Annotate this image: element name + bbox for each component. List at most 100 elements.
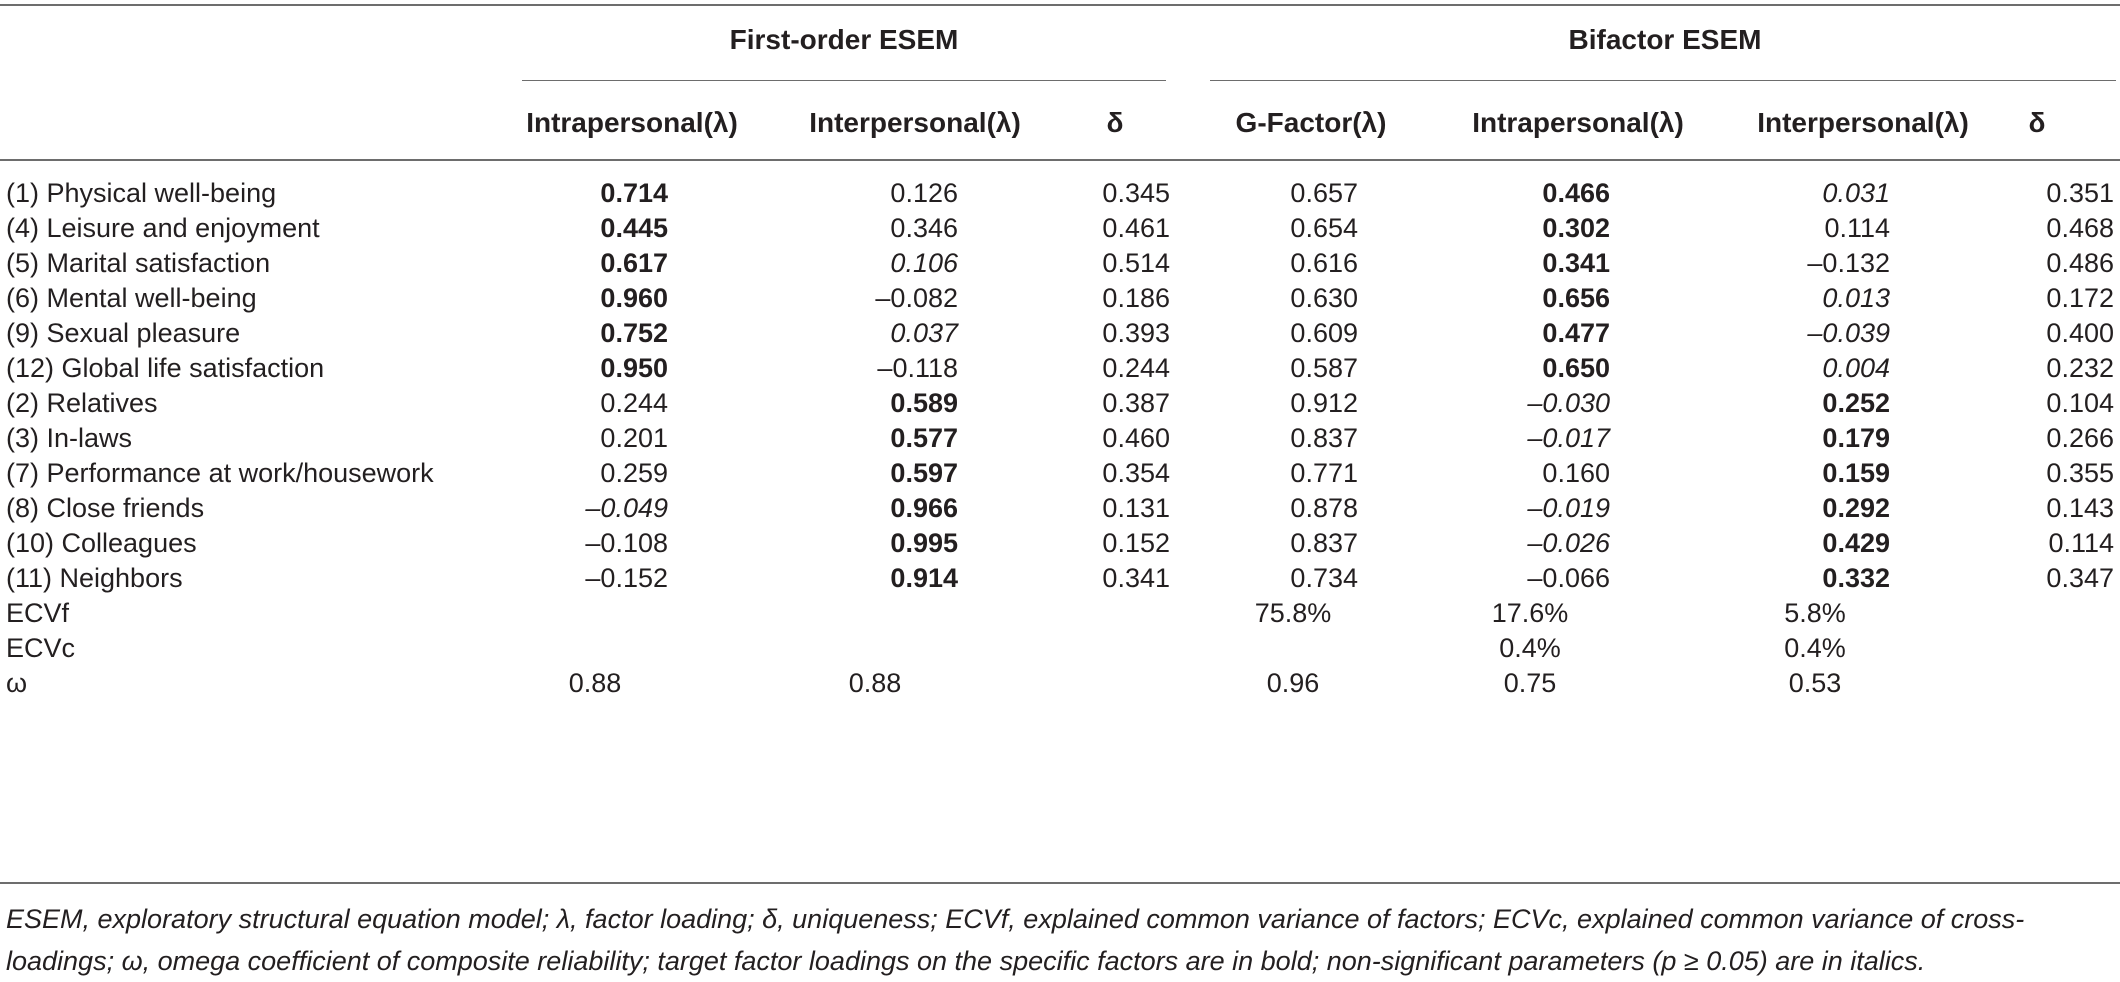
table-cell-fo-delta: 0.514 xyxy=(1102,248,1170,278)
table-cell-bf-inter: 0.332 xyxy=(1822,563,1890,593)
table-cell-fo-intra: 0.617 xyxy=(600,248,668,278)
table-cell-bf-g: 0.616 xyxy=(1290,248,1358,278)
table-cell-bf-delta: 0.232 xyxy=(2046,353,2114,383)
row-label: ω xyxy=(6,668,28,698)
table-cell-fo-inter: 0.88 xyxy=(848,668,902,698)
row-label: ECVf xyxy=(6,598,70,628)
table-cell-fo-intra: 0.259 xyxy=(600,458,668,488)
row-label: (1) Physical well-being xyxy=(6,178,277,208)
table-cell-bf-g: 0.96 xyxy=(1266,668,1320,698)
header-rule xyxy=(0,159,2120,161)
table-cell-bf-intra: 0.302 xyxy=(1542,213,1610,243)
table-cell-bf-inter: 0.004 xyxy=(1822,353,1890,383)
table-cell-bf-delta: 0.400 xyxy=(2046,318,2114,348)
table-cell-fo-delta: 0.393 xyxy=(1102,318,1170,348)
table-cell-bf-inter: 5.8% xyxy=(1784,598,1846,628)
table-cell-bf-intra: –0.026 xyxy=(1527,528,1610,558)
row-label: (7) Performance at work/housework xyxy=(6,458,434,488)
table-cell-bf-inter: 0.429 xyxy=(1822,528,1890,558)
table-cell-bf-inter: 0.252 xyxy=(1822,388,1890,418)
table-cell-fo-intra: –0.152 xyxy=(585,563,668,593)
row-label: (10) Colleagues xyxy=(6,528,197,558)
table-cell-bf-intra: 0.4% xyxy=(1499,633,1561,663)
col-header-bf-intrapersonal: Intrapersonal(λ) xyxy=(1472,107,1684,138)
table-cell-fo-delta: 0.186 xyxy=(1102,283,1170,313)
table-cell-fo-delta: 0.354 xyxy=(1102,458,1170,488)
table-cell-fo-delta: 0.460 xyxy=(1102,423,1170,453)
group-rule-first-order xyxy=(522,80,1166,81)
table-cell-bf-delta: 0.468 xyxy=(2046,213,2114,243)
table-cell-fo-delta: 0.341 xyxy=(1102,563,1170,593)
col-header-fo-interpersonal: Interpersonal(λ) xyxy=(809,107,1021,138)
table-cell-bf-g: 0.609 xyxy=(1290,318,1358,348)
table-cell-bf-g: 75.8% xyxy=(1254,598,1332,628)
table-cell-bf-delta: 0.486 xyxy=(2046,248,2114,278)
table-cell-fo-delta: 0.461 xyxy=(1102,213,1170,243)
table-cell-bf-inter: 0.179 xyxy=(1822,423,1890,453)
table-cell-fo-intra: –0.108 xyxy=(585,528,668,558)
group-header-bifactor: Bifactor ESEM xyxy=(1568,24,1762,55)
table-cell-fo-intra: 0.960 xyxy=(600,283,668,313)
table-cell-bf-inter: 0.013 xyxy=(1822,283,1890,313)
row-label: (6) Mental well-being xyxy=(6,283,257,313)
row-label: (9) Sexual pleasure xyxy=(6,318,241,348)
table-cell-bf-g: 0.654 xyxy=(1290,213,1358,243)
table-cell-fo-inter: –0.118 xyxy=(877,353,958,383)
table-cell-fo-inter: 0.106 xyxy=(890,248,958,278)
table-cell-bf-g: 0.878 xyxy=(1290,493,1358,523)
table-cell-bf-intra: 0.75 xyxy=(1503,668,1557,698)
table-cell-fo-delta: 0.131 xyxy=(1102,493,1170,523)
table-cell-fo-inter: –0.082 xyxy=(875,283,958,313)
table-cell-bf-g: 0.734 xyxy=(1290,563,1358,593)
table-cell-fo-intra: 0.201 xyxy=(600,423,668,453)
table-cell-bf-intra: 0.650 xyxy=(1542,353,1610,383)
col-header-bf-gfactor: G-Factor(λ) xyxy=(1235,107,1387,138)
table-cell-bf-g: 0.587 xyxy=(1290,353,1358,383)
table-cell-bf-intra: –0.066 xyxy=(1527,563,1610,593)
table-cell-fo-inter: 0.966 xyxy=(890,493,958,523)
table-cell-fo-inter: 0.995 xyxy=(890,528,958,558)
table-cell-bf-g: 0.837 xyxy=(1290,528,1358,558)
table-cell-fo-intra: 0.752 xyxy=(600,318,668,348)
table-cell-fo-intra: 0.445 xyxy=(600,213,668,243)
table-cell-bf-intra: 0.466 xyxy=(1542,178,1610,208)
row-label: (4) Leisure and enjoyment xyxy=(6,213,320,243)
table-cell-bf-g: 0.912 xyxy=(1290,388,1358,418)
table-cell-bf-g: 0.771 xyxy=(1290,458,1358,488)
table-cell-fo-delta: 0.152 xyxy=(1102,528,1170,558)
table-cell-bf-intra: 0.656 xyxy=(1542,283,1610,313)
table-cell-bf-inter: 0.292 xyxy=(1822,493,1890,523)
group-header-first-order: First-order ESEM xyxy=(729,24,959,55)
table-cell-fo-intra: 0.244 xyxy=(600,388,668,418)
row-label: (5) Marital satisfaction xyxy=(6,248,271,278)
table-cell-bf-g: 0.630 xyxy=(1290,283,1358,313)
row-label: (12) Global life satisfaction xyxy=(6,353,325,383)
row-label: (11) Neighbors xyxy=(6,563,183,593)
table-cell-fo-delta: 0.345 xyxy=(1102,178,1170,208)
table-cell-bf-delta: 0.347 xyxy=(2046,563,2114,593)
table-cell-bf-intra: 17.6% xyxy=(1491,598,1569,628)
table-cell-fo-intra: –0.049 xyxy=(585,493,668,523)
table-cell-bf-intra: –0.017 xyxy=(1527,423,1610,453)
table-cell-fo-inter: 0.346 xyxy=(890,213,958,243)
table-cell-bf-intra: –0.030 xyxy=(1527,388,1610,418)
table-cell-bf-delta: 0.172 xyxy=(2046,283,2114,313)
top-rule xyxy=(0,4,2120,6)
table-cell-fo-intra: 0.714 xyxy=(600,178,668,208)
table-cell-bf-inter: 0.4% xyxy=(1784,633,1846,663)
table-cell-fo-intra: 0.88 xyxy=(568,668,622,698)
table-cell-bf-delta: 0.143 xyxy=(2046,493,2114,523)
row-label: (2) Relatives xyxy=(6,388,158,418)
row-label: ECVc xyxy=(6,633,76,663)
table-footnote: ESEM, exploratory structural equation mo… xyxy=(6,904,2025,976)
table-cell-fo-inter: 0.126 xyxy=(890,178,958,208)
table-cell-bf-g: 0.837 xyxy=(1290,423,1358,453)
table-cell-fo-inter: 0.597 xyxy=(890,458,958,488)
table-cell-fo-delta: 0.387 xyxy=(1102,388,1170,418)
table-cell-bf-delta: 0.355 xyxy=(2046,458,2114,488)
table-cell-bf-inter: 0.53 xyxy=(1788,668,1842,698)
table-cell-bf-inter: 0.031 xyxy=(1822,178,1890,208)
table-cell-bf-intra: 0.477 xyxy=(1542,318,1610,348)
table-cell-fo-inter: 0.577 xyxy=(890,423,958,453)
